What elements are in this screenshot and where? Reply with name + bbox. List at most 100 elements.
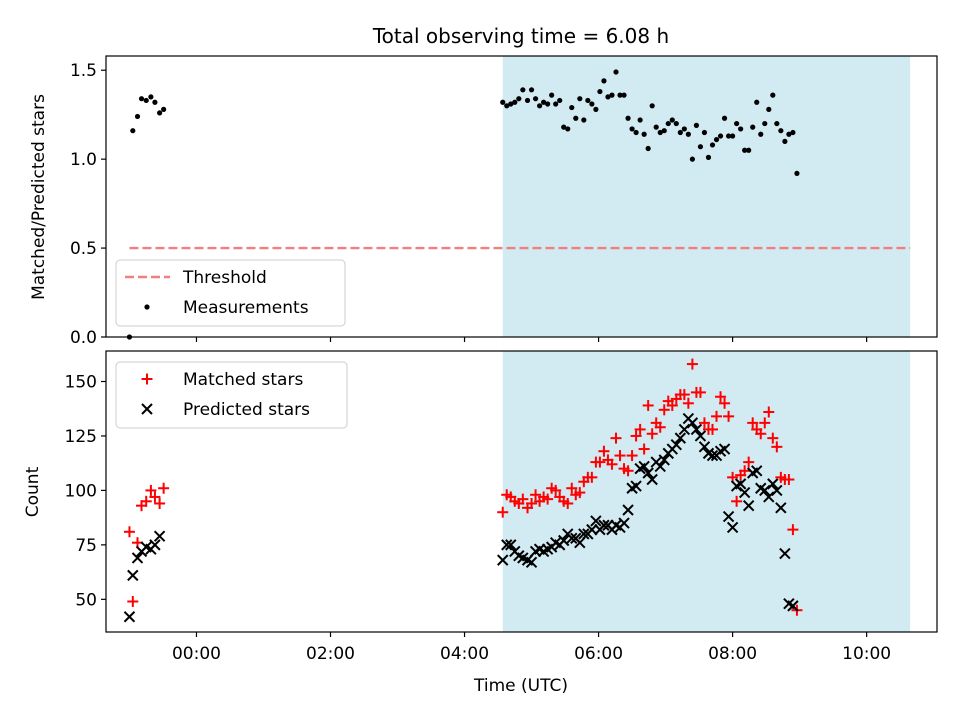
x-tick-label: 04:00 [440,644,489,664]
y-tick-label: 75 [75,536,97,556]
predicted-star-point [497,554,509,566]
predicted-star-point [646,473,658,486]
matched-star-point [622,465,634,477]
matched-star-point [646,428,658,440]
measurement-point [625,115,631,121]
predicted-star-point [598,519,610,531]
predicted-star-point [525,556,538,569]
measurement-point [561,124,567,130]
measurement-point [790,129,796,136]
predicted-star-point [149,539,161,551]
matched-star-point [743,456,755,468]
measurement-point [794,170,800,176]
measurement-point [601,78,607,84]
matched-star-point [715,391,727,403]
measurement-point [597,88,603,95]
measurement-point [758,131,764,137]
x-tick-label: 00:00 [172,644,221,664]
bottom-legend-box [115,361,348,429]
predicted-star-point [578,528,590,540]
matched-star-point [630,430,642,442]
matched-star-point [610,432,622,444]
measurement-point [138,96,145,102]
matched-star-point [638,443,650,455]
bottom-axes-frame [105,350,938,633]
measurement-point [621,92,627,98]
matched-star-point [566,482,578,494]
top-legend-box [115,259,346,327]
measurement-point [653,124,659,130]
matched-star-point [158,482,170,494]
measurement-point [665,120,671,127]
measurement-point [717,133,724,139]
matched-star-point [666,399,678,411]
predicted-stars-points [123,412,799,623]
predicted-star-point [686,417,699,429]
predicted-star-point [775,502,787,514]
predicted-star-point [642,467,654,479]
measurement-point [520,87,526,93]
top-axes-frame [105,55,938,338]
chart-title: Total observing time = 6.08 h [372,24,669,48]
predicted-star-point [690,423,703,436]
measurement-point [161,106,167,112]
measurement-point [536,103,543,109]
ratio-panel: 0.0 0.5 1.0 1.5 Matched/Predicted stars Thr… [29,55,938,348]
measurement-point [528,87,535,93]
predicted-star-point [771,484,783,497]
top-y-axis-label: Matched/Predicted stars [29,94,49,300]
predicted-star-point [505,539,517,551]
predicted-star-point [123,611,136,623]
x-tick-label: 06:00 [574,644,623,664]
y-tick-label: 1.0 [70,150,97,170]
measurement-point [685,131,691,137]
matched-star-point [731,495,743,507]
measurement-point [762,120,768,127]
matched-star-point [678,389,690,401]
predicted-star-point [734,478,747,490]
measurement-point [746,147,752,153]
matched-star-point [755,428,767,440]
predicted-star-point [742,499,755,512]
measurement-point [512,99,518,105]
measurement-point [629,126,635,132]
predicted-star-point [767,478,779,490]
y-tick-label: 150 [65,372,97,392]
measurement-point [742,147,748,153]
measurement-point [130,128,136,134]
predicted-star-point [779,547,791,560]
predicted-star-point [558,534,570,547]
matched-star-point [626,450,638,462]
measurement-point [152,99,158,105]
matched-star-point [783,474,795,486]
measurement-point [589,101,595,107]
matched-star-point [562,497,574,509]
predicted-star-point [630,480,642,492]
measurement-point [705,154,712,160]
predicted-star-point [670,438,683,451]
measurement-point [754,99,760,105]
measurement-point [157,110,163,116]
matched-star-point [694,386,706,398]
measurement-point [689,156,695,162]
measurement-point [545,101,551,107]
measurement-point [609,92,615,98]
y-tick-label: 0.0 [70,328,97,348]
predicted-star-point [501,539,513,551]
matched-star-point [530,489,542,501]
predicted-star-point [694,430,707,442]
measurement-point [730,133,736,139]
predicted-star-point [678,423,691,436]
predicted-star-point [638,460,650,473]
measurement-point [516,96,522,102]
x-axis-label: Time (UTC) [473,676,568,696]
top-x-ticks [195,337,868,342]
measurement-point [725,133,732,139]
measurement-point [617,92,623,98]
matched-star-point [682,397,694,409]
predicted-star-point [726,521,739,534]
predicted-star-point [131,552,144,564]
matched-star-point [574,487,586,499]
measurement-point [557,97,563,104]
matched-star-point [598,445,610,457]
